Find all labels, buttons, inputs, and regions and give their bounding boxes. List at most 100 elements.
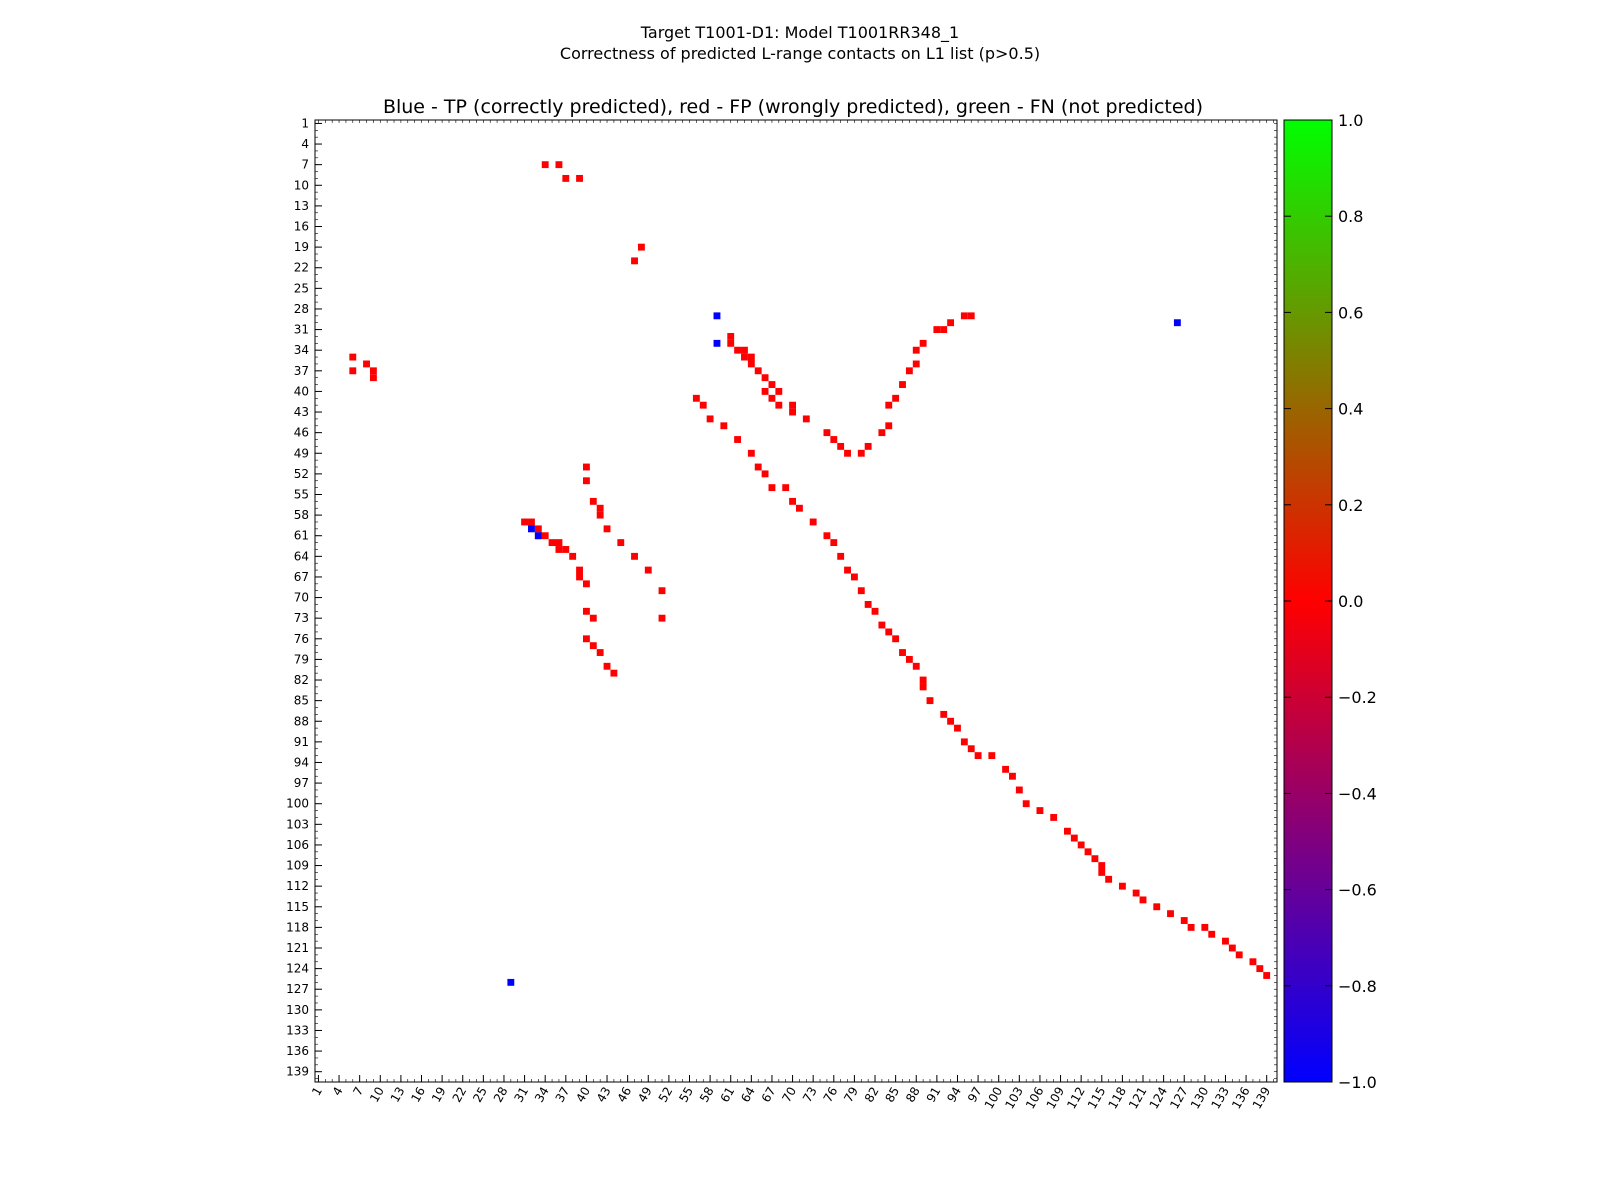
contact-cell-fp [534,525,542,533]
y-tick-label: 73 [294,611,309,625]
contact-cell-fp [576,566,583,574]
contact-cell-fp [1015,786,1023,794]
contact-cell-fp [658,614,666,622]
contact-cell-fp [576,174,583,182]
y-tick-label: 103 [286,817,309,831]
contact-cell-fp [940,710,948,718]
contact-cell-fp [1180,917,1188,924]
contact-cell-tp [528,525,535,533]
y-tick-label: 49 [294,446,309,460]
contact-cell-fp [912,662,920,670]
suptitle-line-1: Target T1001-D1: Model T1001RR348_1 [640,23,959,43]
x-tick-label: 100 [982,1085,1006,1112]
contact-cell-fp [892,635,900,643]
contact-cell-fp [562,174,570,182]
axes-title: Blue - TP (correctly predicted), red - F… [383,96,1203,118]
y-tick-label: 91 [294,735,309,749]
contact-cell-fp [1070,834,1078,842]
contact-cell-fp [844,449,851,457]
contact-cell-tp [713,339,721,347]
x-tick-label: 121 [1126,1085,1150,1112]
x-tick-label: 85 [882,1085,902,1105]
y-tick-label: 115 [286,900,309,914]
contact-cell-fp [830,436,838,443]
contact-cell-fp [576,573,583,581]
y-tick-label: 10 [294,178,309,192]
contact-cell-fp [1208,930,1216,938]
contact-cell-fp [1063,827,1071,835]
contact-cell-fp [349,353,357,361]
contact-cell-fp [802,415,810,423]
contact-cell-fp [775,401,783,409]
x-tick-label: 136 [1229,1085,1253,1112]
contact-cell-fp [699,401,707,409]
x-tick-label: 103 [1002,1085,1026,1112]
contact-cell-fp [617,539,625,547]
x-tick-label: 139 [1250,1085,1274,1112]
contact-cell-fp [548,539,556,547]
contact-cell-fp [747,353,755,361]
colorbar-tick-label: −0.6 [1338,881,1377,900]
contact-cell-fp [603,525,611,533]
contact-cell-fp [1022,800,1030,808]
x-tick-label: 34 [532,1085,552,1105]
colorbar-ticks: 1.0 0.8 0.6 0.4 0.2 0.0 −0.2 −0.4 −0.6 −0.8 −1.0 [1284,111,1377,1092]
y-tick-label: 124 [286,962,309,976]
contact-cell-fp [912,360,920,368]
contact-cell-fp [789,497,796,505]
contact-cell-fp [864,601,872,608]
contact-cell-fp [521,518,529,526]
contact-cell-fp [727,339,735,347]
contact-cell-fp [947,717,955,725]
x-tick-label: 31 [511,1085,531,1105]
contact-cell-fp [905,367,913,375]
contact-cell-fp [741,346,748,354]
x-tick-label: 64 [738,1085,758,1105]
contact-cell-fp [1249,958,1257,966]
contact-cell-fp [734,436,742,443]
contact-cell-fp [809,518,817,526]
contact-cell-fp [933,326,941,334]
contact-cell-fp [631,552,638,560]
contact-cell-fp [754,463,762,471]
contact-cell-fp [734,346,742,354]
contact-cell-fp [768,394,776,402]
contact-cell-fp [1036,807,1044,815]
y-tick-label: 55 [294,487,309,501]
contact-cell-fp [1002,765,1010,773]
contact-cell-fp [541,532,549,540]
contact-cell-fp [850,573,858,581]
contact-cell-fp [761,470,769,478]
y-tick-label: 4 [301,137,309,151]
colorbar [1283,119,1333,1083]
x-tick-label: 16 [408,1085,428,1105]
colorbar-tick-label: −0.2 [1338,688,1377,707]
contact-cell-fp [1222,937,1229,945]
contact-cell-fp [1228,944,1236,952]
colorbar-tick-label: 0.6 [1338,303,1363,322]
x-tick-label: 124 [1147,1085,1171,1112]
contact-cell-fp [940,326,948,334]
x-tick-label: 43 [594,1085,614,1105]
contact-cell-fp [919,339,927,347]
y-tick-label: 31 [294,323,309,337]
contact-cell-fp [1139,896,1147,904]
y-tick-label: 16 [294,220,309,234]
x-tick-label: 67 [759,1085,779,1105]
contact-cell-fp [857,587,865,595]
x-tick-label: 46 [614,1085,634,1105]
contact-cell-fp [1167,910,1174,918]
y-tick-label: 13 [294,199,309,213]
x-tick-label: 52 [656,1085,676,1105]
x-tick-label: 94 [944,1085,964,1105]
x-tick-label: 49 [635,1085,655,1105]
y-tick-label: 1 [301,116,309,130]
contact-cell-tp [507,978,515,986]
contact-cell-fp [589,642,597,650]
x-tick-label: 25 [470,1085,490,1105]
colorbar-tick-label: 0.4 [1338,400,1363,419]
contact-cell-fp [637,243,645,251]
contact-cell-fp [596,649,604,656]
y-tick-label: 25 [294,281,309,295]
